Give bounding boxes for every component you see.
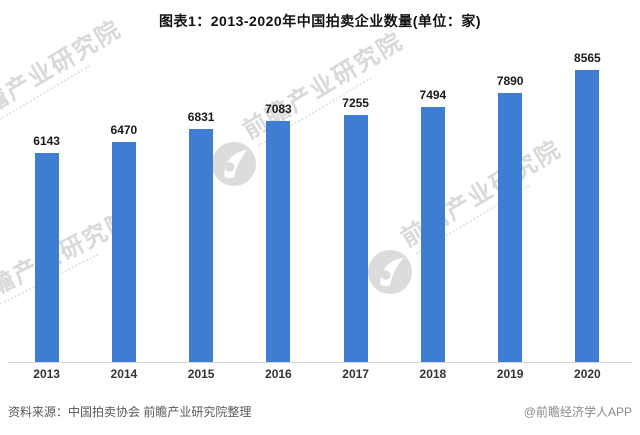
bar bbox=[498, 93, 523, 362]
bar-column: 7890 bbox=[472, 74, 549, 362]
bar bbox=[266, 121, 291, 362]
bar-column: 6470 bbox=[85, 123, 162, 362]
bar-columns: 6143 6470 6831 7083 7255 7494 7890 8565 bbox=[8, 42, 626, 362]
bar bbox=[575, 70, 600, 362]
bar-column: 8565 bbox=[549, 51, 626, 362]
x-axis-label: 2019 bbox=[496, 367, 524, 381]
x-axis-label: 2018 bbox=[419, 367, 447, 381]
bar-value-label: 6831 bbox=[187, 110, 215, 124]
x-axis-label: 2020 bbox=[574, 367, 601, 381]
bar bbox=[189, 129, 214, 362]
bar-value-label: 8565 bbox=[574, 51, 601, 65]
bar-column: 6831 bbox=[163, 110, 240, 362]
bar-value-label: 6470 bbox=[110, 123, 138, 137]
bar-value-label: 7890 bbox=[496, 74, 524, 88]
bar-value-label: 7083 bbox=[265, 102, 292, 116]
x-axis-label: 2017 bbox=[342, 367, 369, 381]
bar bbox=[34, 153, 59, 362]
bar-value-label: 7494 bbox=[419, 88, 447, 102]
x-axis-label: 2015 bbox=[187, 367, 215, 381]
bar-column: 7083 bbox=[240, 102, 317, 362]
x-axis-labels: 2013 2014 2015 2016 2017 2018 2019 2020 bbox=[8, 367, 626, 381]
bar bbox=[111, 142, 136, 362]
bar-column: 6143 bbox=[8, 134, 85, 362]
credit-text: @前瞻经济学人APP bbox=[523, 405, 632, 419]
bar-value-label: 6143 bbox=[33, 134, 60, 148]
chart-title: 图表1：2013-2020年中国拍卖企业数量(单位：家) bbox=[158, 13, 482, 29]
source-text: 资料来源：中国拍卖协会 前瞻产业研究院整理 bbox=[8, 405, 252, 419]
x-axis-label: 2014 bbox=[110, 367, 138, 381]
bar bbox=[343, 115, 368, 362]
bar bbox=[420, 107, 445, 362]
x-axis-label: 2013 bbox=[33, 367, 60, 381]
bar-column: 7494 bbox=[394, 88, 471, 362]
bar-column: 7255 bbox=[317, 96, 394, 362]
bar-value-label: 7255 bbox=[342, 96, 369, 110]
x-axis-label: 2016 bbox=[265, 367, 292, 381]
x-axis-line bbox=[8, 362, 632, 363]
